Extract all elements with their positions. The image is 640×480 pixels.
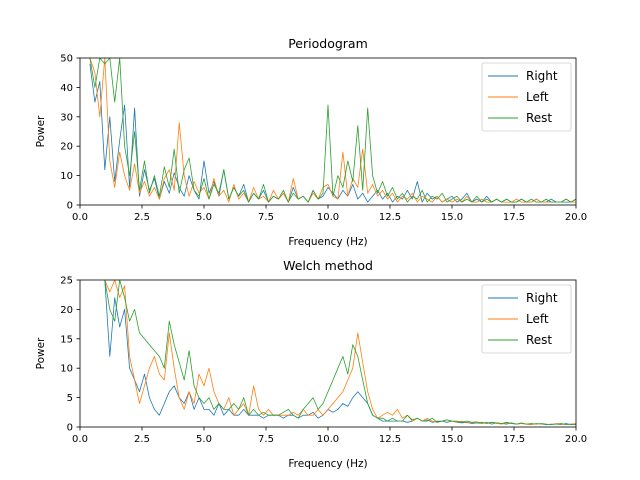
welch-y-ticks: 0 5 10 15 20 25 [60,276,80,434]
periodogram-y-tick-label: 50 [60,54,73,65]
welch-y-tick-label: 20 [60,305,73,316]
welch-x-tick-label: 20.0 [565,434,587,445]
periodogram-x-tick-label: 20.0 [565,212,587,223]
periodogram-x-tick-label: 15.0 [441,212,463,223]
welch-x-tick-label: 5.0 [196,434,212,445]
periodogram-axes: Periodogram 0.0 2.5 5.0 7.5 10.0 12.5 15.0 17.5… [35,36,587,248]
welch-plot-area [104,280,576,426]
welch-legend: Right Left Rest [481,284,572,354]
periodogram-y-ticks: 0 10 20 30 40 50 [60,54,80,212]
periodogram-y-label: Power [35,115,47,147]
welch-x-tick-label: 7.5 [258,434,274,445]
welch-x-tick-label: 2.5 [134,434,150,445]
welch-x-tick-label: 15.0 [441,434,463,445]
periodogram-x-tick-label: 12.5 [379,212,401,223]
welch-y-tick-label: 15 [60,334,73,345]
welch-y-label: Power [35,337,47,369]
periodogram-y-tick-label: 20 [60,142,73,153]
welch-axes: Welch method 0.0 2.5 5.0 7.5 10.0 12.5 15.0 17.… [35,258,587,470]
welch-y-tick-label: 5 [67,393,73,404]
periodogram-y-tick-label: 30 [60,112,73,123]
legend-label-left: Left [526,90,549,104]
periodogram-x-tick-label: 0.0 [72,212,88,223]
welch-x-tick-label: 12.5 [379,434,401,445]
periodogram-series-rest [89,58,576,203]
periodogram-y-tick-label: 0 [67,201,73,212]
legend-label-left: Left [526,312,549,326]
welch-x-label: Frequency (Hz) [288,458,367,470]
periodogram-x-label: Frequency (Hz) [288,236,367,248]
welch-x-ticks: 0.0 2.5 5.0 7.5 10.0 12.5 15.0 17.5 20.0 [72,427,587,445]
welch-series-left [104,280,576,426]
legend-label-rest: Rest [526,333,552,347]
periodogram-x-ticks: 0.0 2.5 5.0 7.5 10.0 12.5 15.0 17.5 20.0 [72,205,587,223]
periodogram-y-tick-label: 40 [60,83,73,94]
welch-series-rest [104,280,576,426]
legend-label-right: Right [526,69,558,83]
periodogram-x-tick-label: 17.5 [503,212,525,223]
welch-y-tick-label: 0 [67,423,73,434]
periodogram-x-tick-label: 7.5 [258,212,274,223]
periodogram-legend: Right Left Rest [481,62,572,132]
periodogram-x-tick-label: 2.5 [134,212,150,223]
welch-x-tick-label: 0.0 [72,434,88,445]
legend-label-right: Right [526,291,558,305]
legend-label-rest: Rest [526,111,552,125]
welch-y-tick-label: 10 [60,364,73,375]
periodogram-x-tick-label: 5.0 [196,212,212,223]
periodogram-plot-area [89,58,576,203]
periodogram-legend-box [481,62,572,132]
periodogram-x-tick-label: 10.0 [317,212,339,223]
periodogram-title: Periodogram [288,36,368,51]
welch-y-tick-label: 25 [60,276,73,287]
welch-x-tick-label: 17.5 [503,434,525,445]
welch-x-tick-label: 10.0 [317,434,339,445]
welch-title: Welch method [283,258,373,273]
periodogram-y-tick-label: 10 [60,171,73,182]
welch-legend-box [481,284,572,354]
